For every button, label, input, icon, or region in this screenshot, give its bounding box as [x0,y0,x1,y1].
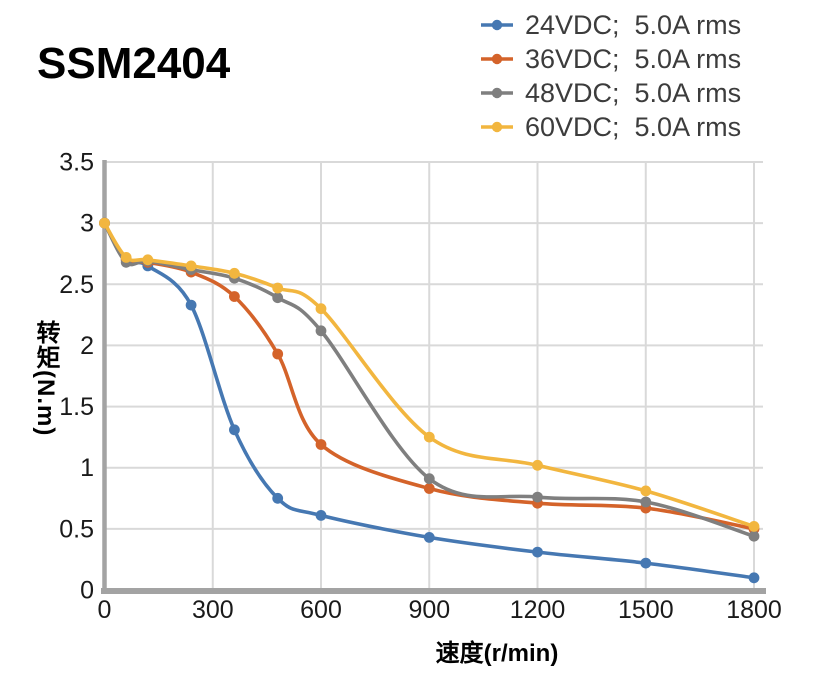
data-point [423,473,435,485]
data-point [142,254,154,266]
x-tick-label: 600 [300,596,342,624]
legend-label: 60VDC; 5.0A rms [525,111,742,142]
legend-line-dot-icon [481,53,513,65]
x-tick-label: 300 [192,596,234,624]
data-point [640,557,652,569]
x-axis-title: 速度(r/min) [435,640,559,667]
legend: 24VDC; 5.0A rms 36VDC; 5.0A rms 48VDC; 5.0… [481,8,741,144]
chart-title: SSM2404 [37,39,231,88]
x-tick-label: 0 [98,596,112,624]
data-point [229,267,240,279]
data-point [748,521,760,532]
legend-label: 24VDC; 5.0A rms [525,9,742,40]
data-point [120,252,132,263]
legend-line-dot-icon [481,121,513,133]
legend-line-dot-icon [481,19,513,31]
x-tick-label: 1800 [726,596,782,624]
data-point [229,291,240,302]
data-point [272,292,284,304]
y-tick-label: 3 [80,210,94,238]
data-point [423,483,435,494]
x-tick-label: 1500 [618,596,674,624]
data-point [423,431,435,443]
data-point [532,491,543,503]
data-point [99,217,110,229]
data-point [315,439,327,450]
data-point [185,299,197,311]
x-tick-label: 1200 [510,596,566,624]
y-tick-label: 3.5 [59,149,94,177]
y-tick-label: 2 [80,332,94,360]
data-point [272,492,284,504]
legend-line-dot-icon [481,87,513,99]
data-point [532,459,543,471]
legend-label: 48VDC; 5.0A rms [525,77,742,108]
data-point [315,325,327,337]
data-point [272,348,284,360]
legend-item-48vdc: 48VDC; 5.0A rms [481,76,741,110]
legend-label: 36VDC; 5.0A rms [525,43,742,74]
data-point [272,282,284,294]
legend-item-60vdc: 60VDC; 5.0A rms [481,110,741,144]
y-tick-label: 1.5 [59,393,94,421]
legend-item-36vdc: 36VDC; 5.0A rms [481,42,741,76]
y-tick-label: 2.5 [59,271,94,299]
data-point [640,496,652,508]
y-tick-label: 0 [80,577,94,605]
y-tick-label: 0.5 [59,515,94,543]
data-point [532,546,543,558]
data-point [315,303,327,315]
legend-item-24vdc: 24VDC; 5.0A rms [481,8,741,42]
data-point [229,424,240,436]
x-tick-label: 900 [408,596,450,624]
data-point [640,485,652,497]
data-point [748,572,760,584]
data-point [423,532,435,543]
data-point [315,510,327,521]
y-tick-label: 1 [80,454,94,482]
y-axis-title: 转矩(N.m) [32,320,59,437]
data-point [748,530,760,542]
data-point [185,260,197,272]
